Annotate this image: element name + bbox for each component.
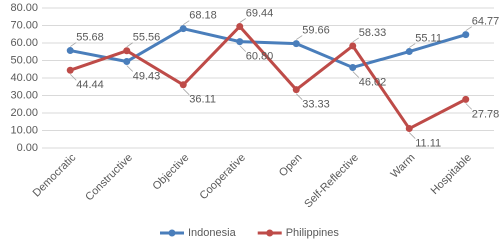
y-tick-label: 40.00 (10, 72, 38, 84)
data-label: 46.02 (359, 76, 387, 88)
label-leader (239, 45, 247, 52)
data-point (66, 47, 74, 55)
y-tick-label: 20.00 (10, 107, 38, 119)
legend-label: Indonesia (188, 227, 237, 239)
y-tick-label: 0.00 (17, 142, 38, 154)
data-label: 64.77 (472, 16, 500, 28)
label-leader (295, 93, 303, 100)
data-point (462, 95, 470, 103)
data-point (123, 47, 131, 55)
y-tick-label: 30.00 (10, 89, 38, 101)
data-point (236, 38, 244, 46)
x-tick-label: Objective (151, 152, 192, 193)
x-tick-label: Self-Reflective (302, 152, 361, 211)
label-leader (296, 35, 303, 40)
series-line (69, 24, 467, 131)
label-leader (69, 73, 77, 81)
data-point (405, 125, 413, 133)
label-leader (239, 18, 246, 23)
y-tick-label: 50.00 (10, 54, 38, 66)
x-tick-label: Warm (388, 152, 417, 181)
data-label: 59.66 (302, 25, 330, 37)
x-tick-label: Democratic (31, 151, 79, 199)
label-leader (352, 71, 360, 78)
y-tick-label: 10.00 (10, 124, 38, 136)
data-label: 27.78 (472, 108, 500, 120)
data-label: 55.68 (76, 31, 104, 43)
label-leader (126, 42, 133, 48)
label-leader (465, 103, 473, 110)
data-label: 44.44 (76, 79, 104, 91)
data-point (349, 63, 357, 71)
label-leader (465, 26, 472, 31)
label-leader (408, 132, 416, 139)
data-label: 55.56 (133, 32, 161, 44)
x-tick-label: Constructive (83, 152, 135, 204)
data-point (349, 42, 357, 50)
data-point (66, 66, 74, 74)
data-label: 55.11 (415, 32, 442, 44)
label-leader (352, 37, 359, 43)
data-point (179, 25, 187, 33)
x-tick-label: Open (277, 152, 305, 180)
data-point (292, 40, 300, 48)
label-leader (70, 42, 77, 47)
label-leader (409, 43, 416, 48)
y-tick-label: 80.00 (10, 2, 38, 14)
label-leader (126, 65, 134, 72)
data-label: 69.44 (246, 7, 274, 19)
data-label: 36.11 (189, 94, 216, 106)
legend-marker (168, 229, 176, 237)
legend-marker (266, 229, 274, 237)
legend-label: Philippines (286, 227, 340, 239)
data-point (405, 48, 413, 56)
data-label: 58.33 (359, 27, 387, 39)
data-label: 60.80 (246, 51, 274, 63)
data-point (179, 81, 187, 89)
data-point (123, 57, 131, 65)
data-label: 33.33 (302, 99, 330, 111)
x-tick-label: Cooperative (197, 152, 247, 202)
data-label: 68.18 (189, 10, 217, 22)
label-leader (182, 88, 190, 96)
y-tick-label: 70.00 (10, 19, 38, 31)
x-tick-label: Hospitable (429, 152, 474, 197)
data-point (236, 22, 244, 30)
data-label: 11.11 (415, 137, 441, 149)
label-leader (183, 20, 190, 26)
data-point (292, 86, 300, 94)
y-tick-label: 60.00 (10, 37, 38, 49)
data-label: 49.43 (133, 70, 161, 82)
data-point (462, 31, 470, 39)
